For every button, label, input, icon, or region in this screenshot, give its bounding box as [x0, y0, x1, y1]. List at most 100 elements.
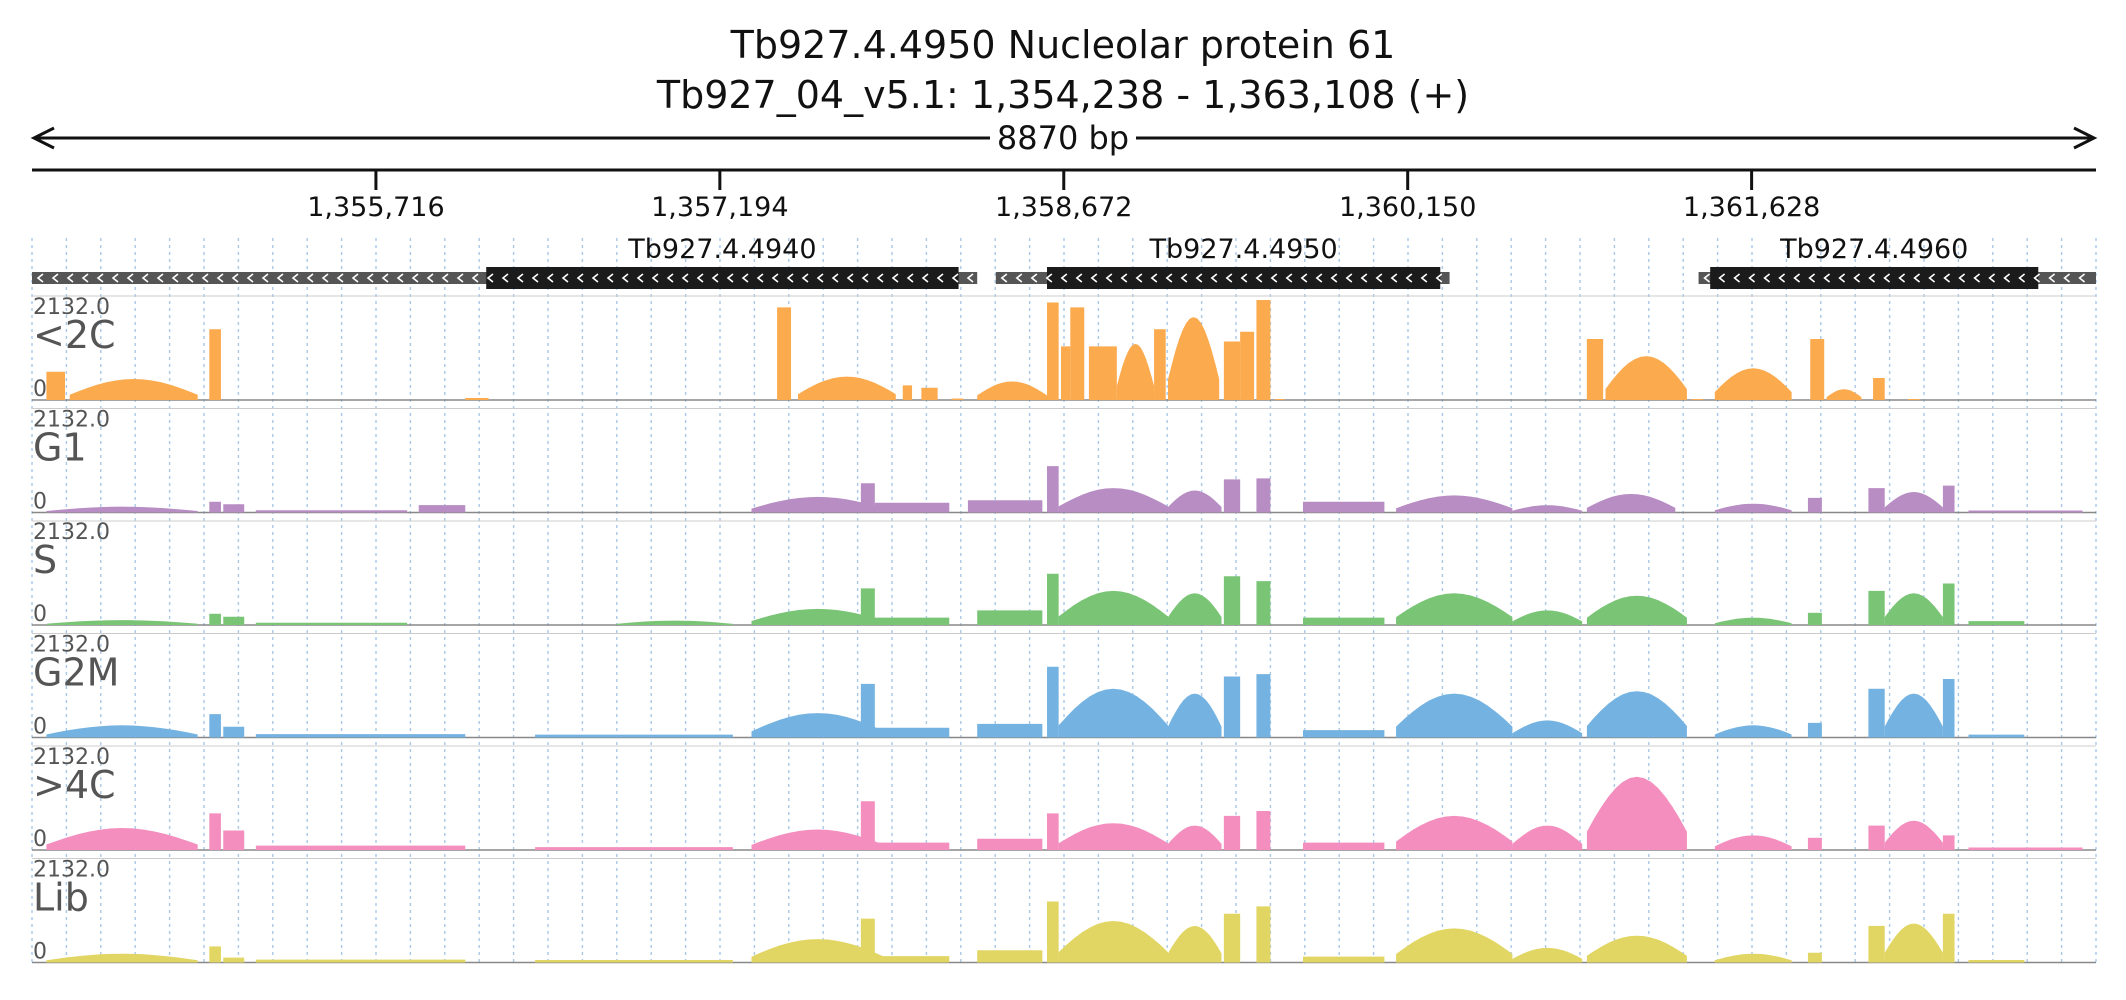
track-name-label: S: [33, 538, 57, 582]
coverage-segment: [1586, 935, 1687, 963]
strand-chevron: [1225, 273, 1233, 283]
coverage-segment: [465, 398, 489, 400]
strand-chevron: [36, 273, 44, 283]
coverage-track: 2132.0 0 S: [32, 520, 2096, 627]
track-min-label: 0: [33, 602, 47, 627]
coverage-segment: [223, 957, 245, 963]
coverage-segment: [1070, 307, 1085, 400]
coverage-segment: [1968, 847, 2083, 850]
strand-chevron: [1105, 273, 1113, 283]
coverage-segment: [1942, 678, 1955, 738]
track-max-label: 2132.0: [33, 520, 110, 545]
strand-chevron: [1868, 273, 1876, 283]
strand-chevron: [1958, 273, 1966, 283]
strand-chevron: [1060, 273, 1068, 283]
strand-chevron: [681, 273, 689, 283]
strand-chevron: [426, 273, 434, 283]
coverage-segment: [1256, 581, 1271, 625]
coverage-segment: [1058, 921, 1169, 963]
coverage-segment: [1396, 928, 1513, 963]
coverage-segment: [1256, 906, 1271, 963]
coverage-segment: [860, 588, 875, 625]
coverage-segment: [1807, 837, 1822, 850]
coverage-segment: [1512, 947, 1583, 963]
gene-title: Tb927.4.4950 Nucleolar protein 61: [730, 23, 1396, 67]
strand-chevron: [1285, 273, 1293, 283]
coverage-segment: [1060, 346, 1071, 400]
coverage-segment: [1868, 488, 1885, 513]
strand-chevron: [726, 273, 734, 283]
coverage-segment: [1512, 825, 1583, 850]
coverage-segment: [977, 838, 1043, 850]
coverage-segment: [798, 376, 896, 400]
coverage-segment: [1512, 505, 1583, 513]
strand-chevron: [1703, 273, 1711, 283]
strand-chevron: [1405, 273, 1413, 283]
coverage-segment: [1058, 823, 1169, 850]
coverage-segment: [1223, 815, 1241, 850]
strand-chevron: [2003, 273, 2011, 283]
coverage-segment: [967, 500, 1043, 513]
coverage-segment: [1275, 399, 1285, 400]
coverage-segment: [1256, 674, 1271, 738]
coverage-segment: [1396, 593, 1513, 625]
gene-track: Tb927.4.4940 Tb927.4.4950 Tb927.4.4960: [32, 234, 2096, 289]
coverage-segment: [1826, 389, 1862, 400]
coverage-segment: [1968, 621, 2025, 625]
track-min-label: 0: [33, 715, 47, 740]
axis-tick-label: 1,357,194: [651, 192, 788, 223]
coverage-segment: [1586, 776, 1687, 850]
coverage-segment: [1884, 693, 1943, 738]
gene-name-label: Tb927.4.4950: [1149, 234, 1338, 265]
coverage-segment: [951, 398, 964, 400]
strand-chevron: [456, 273, 464, 283]
coverage-segment: [1302, 842, 1385, 850]
coverage-segment: [209, 501, 221, 513]
coverage-segment: [1884, 593, 1943, 625]
coverage-segment: [1942, 583, 1955, 625]
coverage-segment: [1907, 399, 1920, 400]
coverage-segment: [1868, 688, 1885, 738]
coverage-segment: [223, 504, 245, 513]
coverage-segment: [69, 379, 198, 400]
coverage-segment: [223, 616, 245, 625]
coverage-segment: [1116, 343, 1155, 400]
coverage-segment: [860, 918, 875, 963]
coverage-track: 2132.0 0 >4C: [32, 745, 2096, 852]
strand-chevron: [876, 273, 884, 283]
coverage-segment: [1714, 835, 1792, 850]
strand-chevron: [891, 273, 899, 283]
strand-chevron: [1853, 273, 1861, 283]
strand-chevron: [186, 273, 194, 283]
coverage-segment: [977, 950, 1043, 963]
strand-chevron: [2048, 273, 2056, 283]
coverage-segment: [209, 613, 221, 625]
coverage-segment: [977, 610, 1043, 625]
coverage-segment: [1714, 617, 1792, 625]
coverage-segment: [1240, 331, 1255, 400]
strand-chevron: [591, 273, 599, 283]
strand-chevron: [156, 273, 164, 283]
coverage-segment: [1058, 488, 1169, 513]
strand-chevron: [516, 273, 524, 283]
coverage-segment: [1714, 953, 1792, 963]
strand-chevron: [96, 273, 104, 283]
strand-chevron: [546, 273, 554, 283]
coverage-segment: [46, 828, 198, 850]
strand-chevron: [1210, 273, 1218, 283]
coverage-segment: [1810, 339, 1825, 400]
coverage-segment: [860, 801, 875, 850]
strand-chevron: [636, 273, 644, 283]
coverage-segment: [209, 329, 221, 400]
coverage-tracks: 2132.00<2C2132.00G12132.00S2132.00G2M213…: [32, 295, 2096, 965]
coverage-segment: [874, 502, 950, 513]
track-max-label: 2132.0: [33, 295, 110, 320]
strand-chevron: [471, 273, 479, 283]
strand-chevron: [441, 273, 449, 283]
coverage-segment: [921, 387, 938, 400]
coverage-segment: [535, 960, 733, 963]
track-name-label: <2C: [33, 313, 116, 357]
strand-chevron: [2078, 273, 2086, 283]
coverage-segment: [1807, 952, 1822, 963]
coverage-segment: [1256, 300, 1271, 400]
